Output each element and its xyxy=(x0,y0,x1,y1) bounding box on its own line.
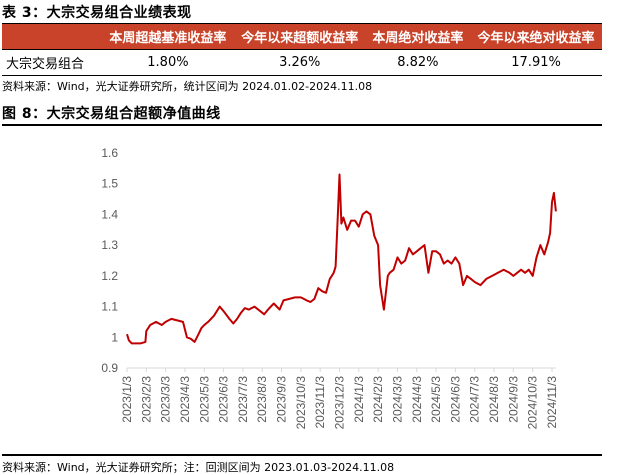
y-tick-label: 0.9 xyxy=(101,361,118,375)
x-tick-label: 2024/11/3 xyxy=(545,376,559,429)
x-tick-label: 2023/1/3 xyxy=(120,376,134,423)
x-tick-label: 2024/10/3 xyxy=(526,376,540,430)
excess-nav-line xyxy=(126,173,557,345)
figure-title-rule xyxy=(2,124,602,126)
cell-ytd-excess: 3.26% xyxy=(233,49,366,76)
x-tick-label: 2023/6/3 xyxy=(217,376,231,423)
x-tick-label: 2023/8/3 xyxy=(255,376,269,423)
y-tick-label: 1.2 xyxy=(101,269,118,283)
header-cell-empty xyxy=(2,23,102,50)
x-tick-label: 2024/9/3 xyxy=(506,376,520,423)
x-tick-label: 2024/3/3 xyxy=(390,376,404,423)
figure-source-note: 资料来源：Wind，光大证券研究所；注：回测区间为 2023.01.03-202… xyxy=(2,461,395,474)
footer-rule xyxy=(2,454,602,456)
header-ytd-absolute: 今年以来绝对收益率 xyxy=(470,23,602,50)
cell-weekly-absolute: 8.82% xyxy=(365,49,471,76)
x-tick-label: 2023/2/3 xyxy=(139,376,153,423)
row-label: 大宗交易组合 xyxy=(2,49,102,76)
y-tick-label: 1.4 xyxy=(101,207,118,221)
performance-table: 本周超越基准收益率 今年以来超额收益率 本周绝对收益率 今年以来绝对收益率 大宗… xyxy=(2,23,602,76)
x-tick-label: 2023/12/3 xyxy=(333,376,347,430)
x-tick-label: 2023/10/3 xyxy=(294,376,308,430)
table-row: 大宗交易组合 1.80% 3.26% 8.82% 17.91% xyxy=(2,49,602,76)
y-tick-label: 1.3 xyxy=(101,238,118,252)
header-ytd-excess: 今年以来超额收益率 xyxy=(233,23,366,50)
cell-ytd-absolute: 17.91% xyxy=(470,49,602,76)
x-tick-label: 2023/7/3 xyxy=(236,376,250,423)
x-tick-label: 2023/11/3 xyxy=(313,376,327,429)
x-tick-label: 2024/7/3 xyxy=(468,376,482,423)
figure-title: 图 8：大宗交易组合超额净值曲线 xyxy=(2,106,221,122)
cell-weekly-excess: 1.80% xyxy=(102,49,234,76)
x-tick-label: 2023/3/3 xyxy=(159,376,173,423)
x-tick-label: 2024/6/3 xyxy=(448,376,462,423)
table-header-row: 本周超越基准收益率 今年以来超额收益率 本周绝对收益率 今年以来绝对收益率 xyxy=(2,23,602,50)
y-tick-label: 1.1 xyxy=(101,300,118,314)
y-tick-label: 1 xyxy=(111,330,118,344)
x-tick-label: 2023/5/3 xyxy=(197,376,211,423)
table-title: 表 3：大宗交易组合业绩表现 xyxy=(2,5,192,21)
header-weekly-excess: 本周超越基准收益率 xyxy=(102,23,234,50)
y-tick-label: 1.6 xyxy=(101,146,118,160)
x-tick-label: 2024/1/3 xyxy=(352,376,366,423)
y-axis: 1.6 1.5 1.4 1.3 1.2 1.1 1 0.9 xyxy=(101,146,118,375)
y-tick-label: 1.5 xyxy=(101,177,118,191)
x-tick-label: 2024/4/3 xyxy=(410,376,424,423)
x-tick-label: 2024/2/3 xyxy=(371,376,385,423)
x-tick-label: 2024/5/3 xyxy=(429,376,443,423)
x-axis: 2023/1/3 2023/2/3 2023/3/3 2023/4/3 2023/5/3… xyxy=(120,368,559,429)
x-tick-label: 2024/8/3 xyxy=(487,376,501,423)
x-tick-label: 2023/4/3 xyxy=(178,376,192,423)
x-tick-label: 2023/9/3 xyxy=(275,376,289,423)
table-source-note: 资料来源：Wind，光大证券研究所，统计区间为 2024.01.02-2024.… xyxy=(2,80,373,93)
line-chart: 1.61.51.41.31.21.110.9 2023/1/3 2023/2/3 2… xyxy=(101,146,559,429)
header-weekly-absolute: 本周绝对收益率 xyxy=(365,23,471,50)
